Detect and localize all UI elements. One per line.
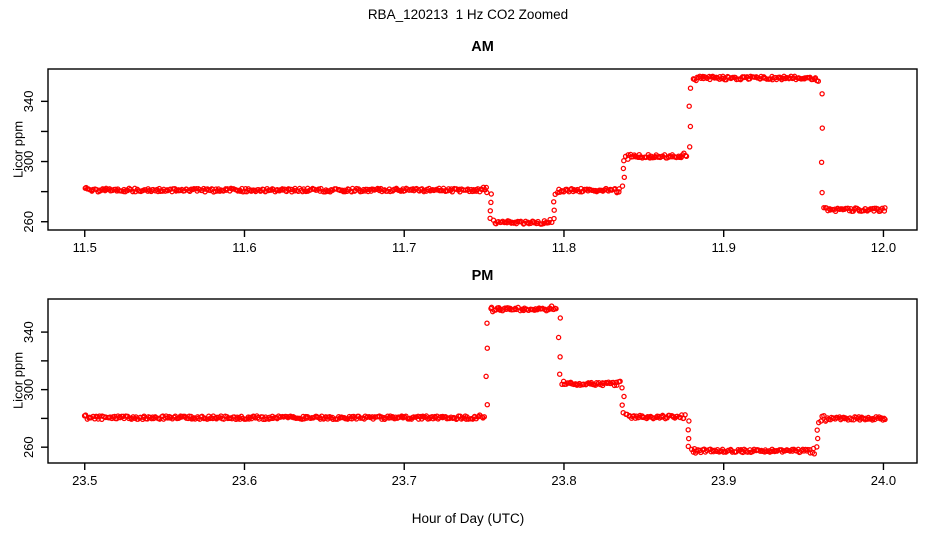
x-tick-label: 23.9 (711, 473, 736, 488)
am-scatter-plot: 11.5 11.6 11.7 11.8 11.9 12.0 260 300 340 (21, 68, 918, 255)
x-tick-label: 23.7 (392, 473, 417, 488)
co2-points-series (82, 73, 888, 227)
co2-points-series (81, 303, 888, 457)
figure-title: RBA_120213 1 Hz CO2 Zoomed (367, 7, 569, 22)
x-tick-label: 11.6 (232, 240, 256, 255)
y-tick-label: 300 (21, 151, 36, 173)
y-tick-label: 260 (21, 436, 36, 458)
y-tick-label: 300 (21, 379, 36, 401)
y-tick-label: 260 (21, 211, 36, 233)
pm-scatter-plot: 23.5 23.6 23.7 23.8 23.9 24.0 260 300 340 (21, 298, 918, 488)
x-tick-label: 23.5 (72, 473, 97, 488)
x-tick-label: 24.0 (871, 473, 896, 488)
x-tick-label: 11.8 (552, 240, 576, 255)
panel-am-title: AM (471, 39, 494, 55)
panel-pm-title: PM (471, 268, 494, 284)
x-tick-label: 11.9 (712, 240, 736, 255)
x-tick-label: 12.0 (871, 240, 896, 255)
plot-box (47, 298, 918, 464)
plot-box (47, 68, 918, 231)
y-tick-label: 340 (21, 90, 36, 112)
x-tick-label: 23.8 (551, 473, 576, 488)
x-tick-label: 11.5 (73, 240, 97, 255)
x-axis-label: Hour of Day (UTC) (411, 511, 525, 526)
x-tick-label: 11.7 (392, 240, 416, 255)
y-tick-label: 340 (21, 321, 36, 343)
x-tick-label: 23.6 (232, 473, 257, 488)
